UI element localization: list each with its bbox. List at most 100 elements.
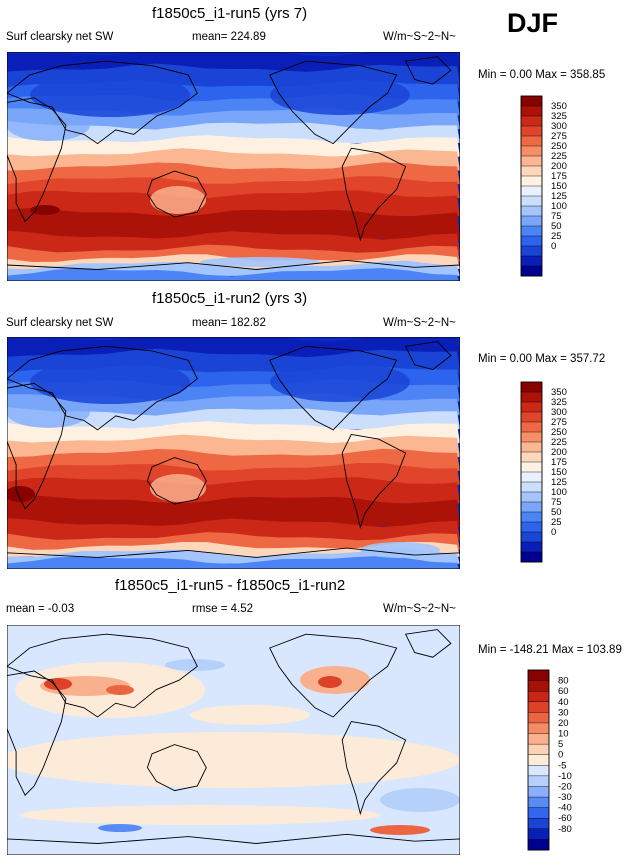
colorbar-swatch <box>520 175 543 187</box>
coastline <box>341 147 407 242</box>
colorbar-tick-label: -10 <box>558 771 572 782</box>
colorbar-tick-label: -5 <box>558 760 566 771</box>
colorbar-swatch <box>520 245 543 257</box>
colorbar-tick-label: 275 <box>551 417 567 428</box>
colorbar-tick-label: 225 <box>551 437 567 448</box>
colorbar-tick-label: 50 <box>551 507 562 518</box>
colorbar-tick-label: 25 <box>551 231 562 242</box>
colorbar-swatch <box>527 754 550 766</box>
coastline <box>7 60 198 145</box>
panel3-rmse: rmse = 4.52 <box>192 603 254 615</box>
field-band <box>7 532 460 550</box>
map2-namerica-cold <box>270 362 410 402</box>
map2-sahara-patch <box>7 396 90 428</box>
coastline <box>7 382 67 510</box>
colorbar-swatch <box>520 401 543 413</box>
colorbar-tick-label: 0 <box>551 527 556 538</box>
coastline <box>7 633 198 718</box>
colorbar-tick-label: 100 <box>551 201 567 212</box>
colorbar-tick-label: 300 <box>551 121 567 132</box>
colorbar-swatch <box>520 135 543 147</box>
map3-namerica-hot <box>318 676 342 688</box>
coastline <box>404 629 452 658</box>
map1-asia-cold <box>30 73 190 117</box>
colorbar-tick-label: 300 <box>551 407 567 418</box>
colorbar-tick-label: 200 <box>551 161 567 172</box>
panel3-mean: mean = -0.03 <box>6 603 75 615</box>
colorbar-swatch <box>520 541 543 553</box>
panel2-mean: mean= 182.82 <box>192 317 266 329</box>
colorbar-tick-label: 150 <box>551 181 567 192</box>
colorbar-tick-label: 100 <box>551 487 567 498</box>
coastline <box>7 345 198 431</box>
coastline <box>404 56 452 85</box>
field-band <box>7 148 460 171</box>
colorbar-swatch <box>520 501 543 513</box>
coastline <box>341 433 407 529</box>
coastline <box>269 345 398 431</box>
panel1-mean: mean= 224.89 <box>192 31 266 43</box>
colorbar-swatch <box>527 743 550 756</box>
map3-east-asia-cool <box>165 659 225 671</box>
colorbar-tick-label: 175 <box>551 171 567 182</box>
colorbar-tick-label: 250 <box>551 141 567 152</box>
colorbar-swatch <box>520 421 543 433</box>
colorbar-tick-label: 275 <box>551 131 567 142</box>
map3-eurasia-hot3 <box>106 685 134 695</box>
colorbar-swatch <box>520 95 543 107</box>
colorbar-swatch <box>520 551 543 563</box>
colorbar-tick-label: 25 <box>551 517 562 528</box>
colorbar-swatch <box>520 145 543 157</box>
panel1-variable: Surf clearsky net SW <box>6 31 114 43</box>
colorbar-tick-label: 150 <box>551 467 567 478</box>
colorbar-tick-label: 20 <box>558 718 569 729</box>
colorbar-swatch <box>520 391 543 403</box>
colorbar-tick-label: 75 <box>551 497 562 508</box>
coastline <box>404 341 452 370</box>
coastline <box>7 97 67 223</box>
colorbar-swatch <box>520 255 543 267</box>
map3-npacific-warm <box>190 705 310 725</box>
colorbar-swatch <box>527 796 550 809</box>
colorbar-swatch <box>520 461 543 473</box>
colorbar-tick-label: 250 <box>551 427 567 438</box>
colorbar-swatch <box>520 521 543 533</box>
colorbar-frame <box>527 669 550 851</box>
coastline <box>7 547 460 569</box>
colorbar-tick-label: 325 <box>551 397 567 408</box>
panel2-title: f1850c5_i1-run2 (yrs 3) <box>152 290 308 307</box>
colorbar-tick-label: 60 <box>558 686 569 697</box>
field-band <box>7 555 459 569</box>
map3-tropics-warm <box>7 732 460 788</box>
colorbar-tick-label: 10 <box>558 729 569 740</box>
colorbar-tick-label: -30 <box>558 792 572 803</box>
colorbar-swatch <box>520 185 543 197</box>
colorbar-swatch <box>520 265 543 277</box>
field-band <box>7 244 460 263</box>
colorbar-swatch <box>527 701 550 713</box>
map2-sh-ocean-dark <box>7 486 35 502</box>
colorbar-tick-label: 200 <box>551 447 567 458</box>
map2-asia-cold <box>30 360 190 404</box>
colorbar-tick-label: 225 <box>551 151 567 162</box>
panel2-minmax: Min = 0.00 Max = 357.72 <box>478 353 606 365</box>
panel1-title: f1850c5_i1-run5 (yrs 7) <box>152 5 308 22</box>
coastline <box>146 170 207 218</box>
map2-antarctic-ice <box>360 542 440 558</box>
colorbar-swatch <box>520 225 543 237</box>
field-band <box>7 477 460 504</box>
colorbar-swatch <box>527 765 550 777</box>
colorbar-swatch <box>520 125 543 137</box>
field-band <box>7 135 460 157</box>
colorbar-tick-label: 350 <box>551 387 567 398</box>
coastline <box>7 833 460 855</box>
panel3-units: W/m~S~2~N~ <box>383 603 456 615</box>
colorbar-tick-label: -60 <box>558 813 572 824</box>
colorbar-swatch <box>527 669 550 682</box>
field-band <box>7 190 460 217</box>
map-panel-3 <box>7 625 460 855</box>
colorbar-swatch <box>520 215 543 227</box>
colorbar-swatch <box>527 818 550 830</box>
map3-difference-patches <box>7 659 460 835</box>
